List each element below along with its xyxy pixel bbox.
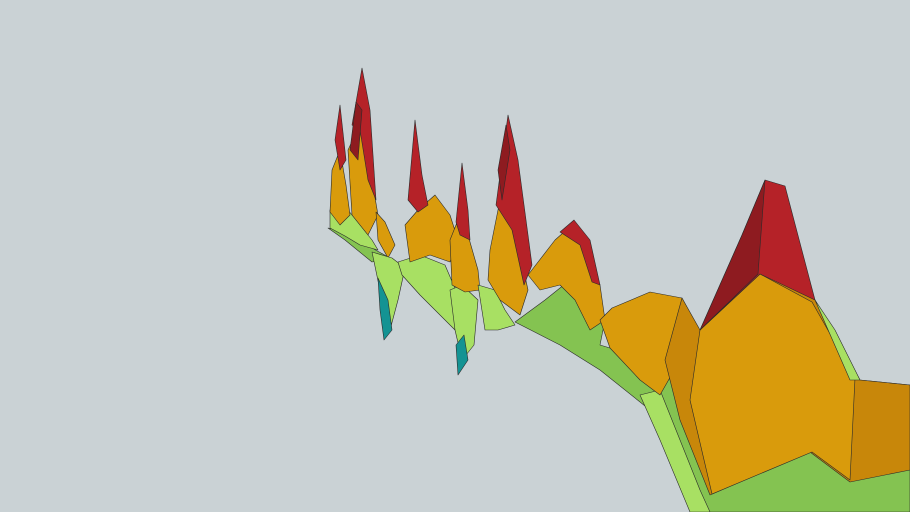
right-ridge xyxy=(514,179,910,512)
surface-face xyxy=(377,277,393,341)
surface-face xyxy=(455,162,471,241)
surface-face xyxy=(455,334,469,376)
surface-face xyxy=(689,273,856,495)
surface-face xyxy=(699,179,766,331)
left-spikes xyxy=(327,67,406,341)
surface-face xyxy=(814,299,861,381)
surface-face xyxy=(334,104,347,171)
surface-face xyxy=(407,119,429,213)
surface-face xyxy=(497,124,511,201)
surface-face xyxy=(559,219,601,286)
surface-face xyxy=(349,101,363,161)
middle-spikes xyxy=(397,114,533,376)
surface-face xyxy=(375,211,396,259)
